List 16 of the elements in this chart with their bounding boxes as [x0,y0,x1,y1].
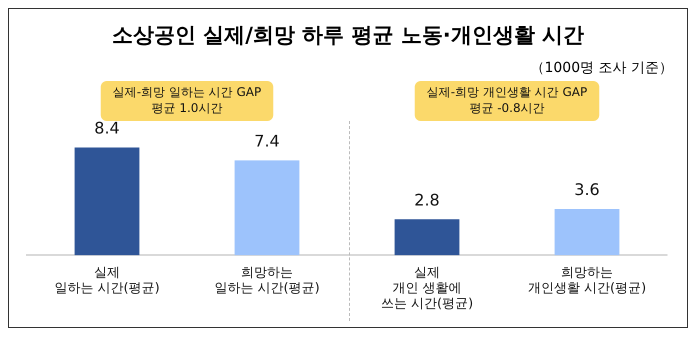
text: 실제-희망 일하는 시간 GAP 평균 1.0시간 [112,85,262,116]
bar [554,209,620,256]
x-tick-label: 실제 일하는 시간(평균) [54,265,160,296]
chart-subtitle: （1000명 조사 기준） [529,59,673,77]
data-label: 7.4 [254,131,280,150]
chart-title: 소상공인 실제/희망 하루 평균 노동·개인생활 시간 [110,22,586,49]
text: 실제-희망 개인생활 시간 GAP 평균 -0.8시간 [426,85,588,116]
x-tick-label: 실제 개인 생활에 쓰는 시간(평균) [380,265,474,312]
data-label: 2.8 [414,190,440,210]
data-label: 8.4 [94,118,120,138]
x-tick-label: 희망하는 일하는 시간(평균) [214,265,320,296]
x-tick-label: 희망하는 개인생활 시간(평균) [528,265,646,296]
bar [394,219,460,256]
bar [234,160,300,256]
data-label: 3.6 [574,180,600,200]
bar [74,148,140,256]
